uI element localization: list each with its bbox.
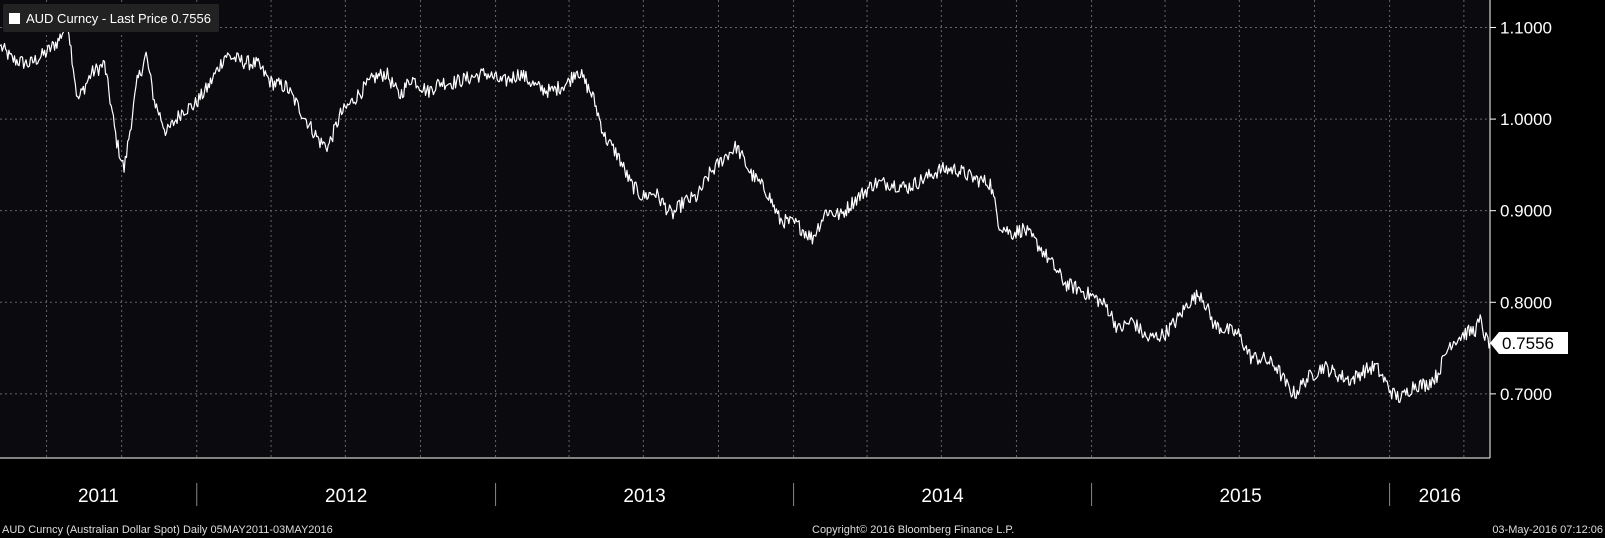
y-tick-label: 0.7000 (1500, 385, 1552, 404)
y-tick-label: 0.9000 (1500, 202, 1552, 221)
last-price-marker: 0.7556 (1490, 331, 1568, 354)
series-line-aud-price (0, 19, 1491, 403)
last-price-label: 0.7556 (1502, 334, 1554, 353)
x-tick-label: 2014 (921, 486, 964, 507)
axes (0, 0, 1491, 459)
x-tick-label: 2012 (325, 486, 367, 507)
x-tick-label: 2015 (1219, 486, 1261, 507)
grid-lines (0, 0, 1490, 458)
x-tick-label: 2016 (1419, 486, 1461, 507)
y-tick-label: 1.0000 (1500, 110, 1552, 129)
footer-copyright: Copyright© 2016 Bloomberg Finance L.P. (812, 524, 1015, 536)
y-tick-label: 1.1000 (1500, 18, 1552, 37)
x-tick-label: 2013 (623, 486, 665, 507)
footer-series-info: AUD Curncy (Australian Dollar Spot) Dail… (2, 524, 333, 536)
legend-swatch-icon (9, 12, 20, 24)
x-tick-label: 2011 (78, 486, 119, 507)
legend: AUD Curncy - Last Price 0.7556 (3, 4, 219, 32)
footer-timestamp: 03-May-2016 07:12:06 (1492, 524, 1603, 536)
y-axis-ticks: 1.1000 1.0000 0.9000 0.8000 0.7000 (1490, 18, 1552, 404)
plot-area (0, 0, 1490, 458)
legend-label: AUD Curncy - Last Price 0.7556 (26, 10, 211, 26)
last-price-tag (1490, 331, 1568, 354)
x-axis-ticks: 2011 2012 2013 2014 2015 2016 (78, 483, 1461, 507)
y-tick-label: 0.8000 (1500, 293, 1552, 312)
